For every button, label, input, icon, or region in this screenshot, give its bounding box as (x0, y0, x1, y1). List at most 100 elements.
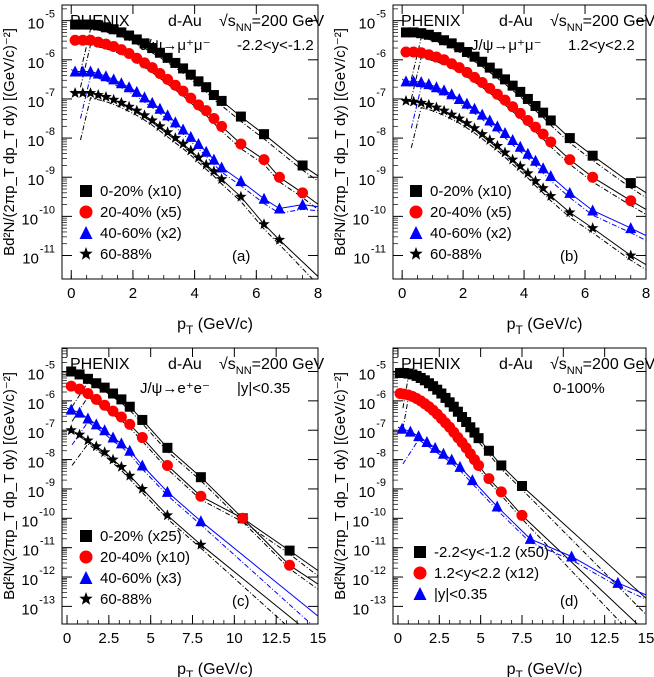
y-tick-label: 10-12 (21, 565, 55, 589)
energy-label: √sNN=200 GeV (219, 13, 325, 34)
x-tick-label: 4 (520, 285, 528, 302)
data-point (139, 38, 150, 49)
y-axis-label: Bd²N/(2πp_T dp_T dy) [(GeV/c)⁻²] (332, 28, 349, 256)
data-point (200, 105, 212, 117)
data-point (273, 202, 285, 214)
data-point (258, 192, 270, 204)
legend-marker (79, 550, 93, 564)
legend-label: 0-20% (x10) (100, 183, 182, 200)
data-point (506, 153, 519, 165)
legend-marker (80, 530, 92, 542)
data-point (136, 459, 148, 471)
x-tick-label: 12.5 (262, 630, 291, 647)
y-tick-label: 10-12 (352, 565, 386, 589)
data-point (484, 82, 496, 94)
centrality-label: 0-100% (553, 380, 605, 397)
data-point (177, 123, 189, 135)
fit-curve-dashdot (402, 397, 623, 624)
y-tick-label: 10-5 (28, 359, 55, 383)
legend-marker (79, 592, 93, 605)
data-point (297, 160, 308, 171)
data-point (625, 222, 637, 234)
data-point (136, 432, 148, 444)
experiment-label: PHENIX (70, 356, 130, 373)
data-point (99, 446, 111, 458)
data-point (258, 218, 270, 230)
data-point (400, 27, 411, 38)
data-point (537, 182, 549, 193)
data-point (423, 98, 435, 110)
series-3 (65, 424, 207, 550)
x-tick-label: 10 (226, 630, 243, 647)
legend-label: |y|<0.35 (434, 586, 487, 603)
data-point (70, 19, 81, 30)
data-point (195, 472, 206, 483)
data-point (154, 47, 165, 58)
legend-label: 40-60% (x2) (430, 225, 512, 242)
y-tick-label: 10-5 (359, 9, 386, 33)
energy-label: √sNN=200 GeV (219, 356, 325, 377)
legend-label: 60-88% (100, 591, 152, 608)
legend-marker (413, 566, 427, 580)
data-point (177, 138, 189, 149)
data-point (91, 378, 102, 389)
data-point (530, 121, 542, 133)
panel-d: 0 2.5 5 7.5 10 12.5 15 10-5 10-6 10-7 10-8 10-9 10-1… (332, 347, 654, 677)
data-point (108, 24, 119, 35)
panel-b: 0 2 4 6 8 10-5 10-6 10-7 10-8 10-9 10-10 10-11 pT (G… (332, 4, 654, 337)
data-point (169, 132, 182, 143)
data-point (477, 56, 488, 67)
data-point (99, 382, 110, 393)
data-point (90, 440, 102, 452)
data-point (564, 186, 576, 198)
data-point (491, 139, 504, 151)
data-point (77, 34, 89, 46)
y-axis-label: Bd²N/(2πp_T dp_T dy) [(GeV/c)⁻²] (332, 372, 349, 600)
data-point (284, 545, 295, 556)
data-point (162, 442, 173, 453)
series-0 (395, 367, 527, 491)
data-point (439, 35, 450, 46)
data-point (115, 460, 128, 472)
data-point (454, 460, 466, 472)
x-tick-label: 7.5 (512, 630, 533, 647)
y-tick-label: 10-13 (352, 594, 386, 618)
data-point (545, 136, 557, 148)
data-point (146, 62, 158, 74)
data-point (208, 90, 219, 101)
data-point (507, 80, 518, 91)
data-point (476, 77, 488, 89)
x-tick-label: 8 (314, 285, 322, 302)
legend-marker (409, 205, 423, 219)
data-point (530, 154, 542, 166)
data-point (514, 140, 526, 152)
data-point (516, 509, 528, 521)
legend-label: 40-60% (x3) (100, 570, 182, 587)
data-point (237, 512, 249, 524)
data-point (100, 91, 112, 102)
data-point (423, 29, 434, 40)
data-point (107, 431, 119, 443)
data-point (107, 453, 119, 465)
data-point (507, 134, 519, 146)
data-point (446, 108, 458, 120)
data-point (587, 204, 599, 216)
data-point (507, 101, 519, 113)
data-point (522, 93, 533, 104)
data-point (484, 114, 496, 126)
legend-marker (409, 226, 423, 239)
x-tick-label: 5 (147, 630, 155, 647)
data-point (74, 406, 86, 418)
data-point (115, 437, 127, 449)
series-3 (69, 87, 286, 245)
data-point (453, 112, 465, 124)
data-point (491, 88, 503, 100)
data-point (65, 424, 77, 436)
legend-label: 0-20% (x10) (430, 183, 512, 200)
data-point (235, 138, 247, 150)
data-point (195, 490, 207, 502)
fit-curve-dashdot (71, 443, 286, 624)
data-point (297, 198, 309, 210)
data-point (74, 369, 85, 380)
